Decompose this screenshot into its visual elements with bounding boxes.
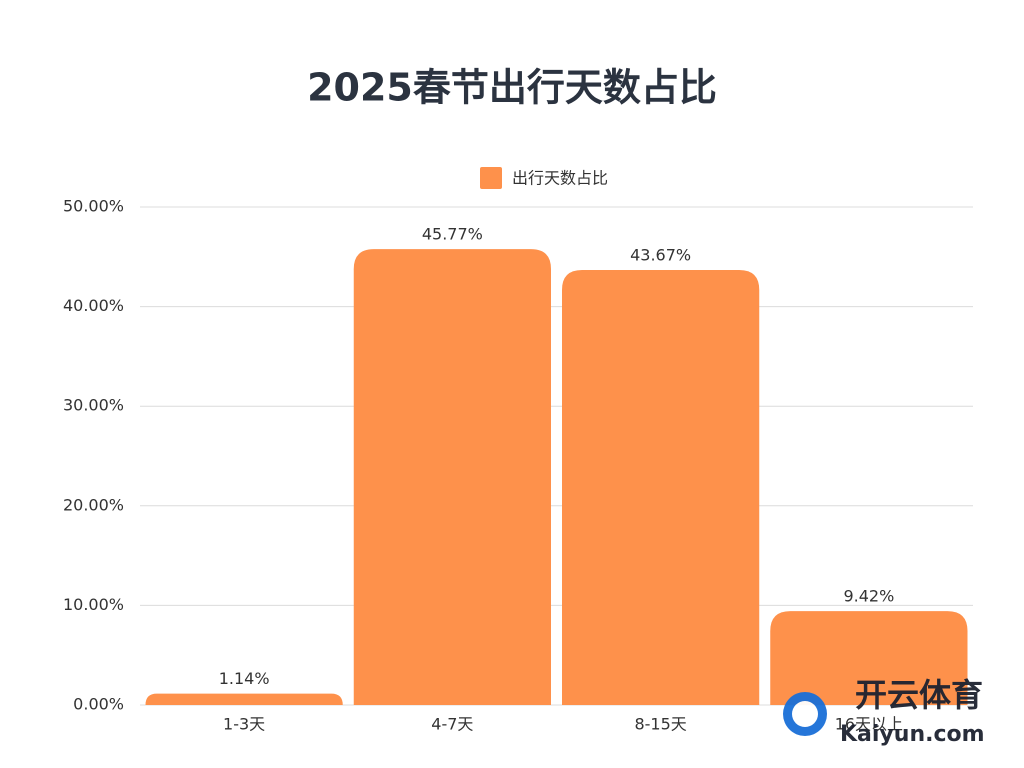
data-label: 45.77%	[422, 225, 483, 244]
y-tick-label: 30.00%	[63, 396, 124, 415]
watermark-text: 开云体育	[855, 676, 983, 714]
legend-swatch	[480, 167, 502, 189]
data-label: 1.14%	[219, 669, 270, 688]
watermark: 开云体育 Kaiyun.com	[783, 676, 985, 747]
watermark-logo	[792, 701, 818, 727]
x-tick-label: 16天以上	[835, 715, 903, 734]
bar	[562, 270, 760, 705]
watermark-text: Kaiyun.com	[840, 722, 985, 747]
data-label: 43.67%	[630, 246, 691, 265]
bar	[353, 249, 551, 705]
x-tick-label: 8-15天	[634, 715, 686, 734]
y-tick-label: 20.00%	[63, 495, 124, 514]
x-tick-label: 4-7天	[431, 715, 473, 734]
chart-title: 2025春节出行天数占比	[307, 66, 717, 110]
y-tick-label: 0.00%	[73, 695, 124, 714]
y-tick-label: 50.00%	[63, 197, 124, 216]
bar	[770, 611, 968, 705]
y-tick-label: 10.00%	[63, 595, 124, 614]
legend-label: 出行天数占比	[512, 169, 608, 188]
y-tick-label: 40.00%	[63, 296, 124, 315]
plot-area: 0.00% 10.00% 20.00% 30.00% 40.00% 50.00% 1-3天 1…	[63, 197, 973, 734]
x-tick-label: 1-3天	[223, 715, 265, 734]
bar	[145, 693, 343, 705]
data-label: 9.42%	[843, 587, 894, 606]
